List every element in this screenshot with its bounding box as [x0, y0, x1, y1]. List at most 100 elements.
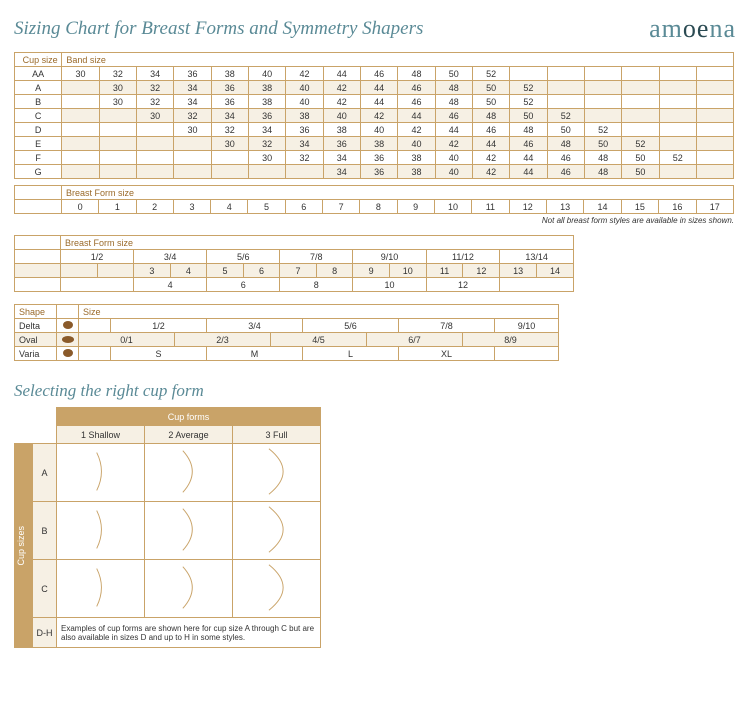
bf2-size: 5 — [207, 264, 244, 278]
band-cell: 50 — [472, 81, 509, 95]
band-cell — [696, 95, 733, 109]
breast-form-size-table-2: Breast Form size 1/23/45/67/89/1011/1213… — [14, 235, 574, 292]
bf2-range: 5/6 — [207, 250, 280, 264]
band-cell: 38 — [323, 123, 360, 137]
bf2-size: 7 — [280, 264, 317, 278]
band-cell — [584, 109, 621, 123]
band-cell: 46 — [435, 109, 472, 123]
band-cell: 34 — [174, 95, 211, 109]
bf2-size: 13 — [500, 264, 537, 278]
bf1-size: 6 — [285, 200, 322, 214]
band-cell: 48 — [584, 151, 621, 165]
bf2-size: 14 — [537, 264, 574, 278]
shape-size-table: Shape Size Delta1/23/45/67/89/10Oval0/12… — [14, 304, 559, 361]
band-cell — [174, 137, 211, 151]
blob-icon — [63, 321, 73, 329]
band-cell: 40 — [286, 95, 323, 109]
band-cell — [547, 67, 584, 81]
band-cell: 46 — [547, 151, 584, 165]
band-cell: 36 — [286, 123, 323, 137]
band-cell: 32 — [286, 151, 323, 165]
band-cell: 44 — [435, 123, 472, 137]
cup-label: A — [15, 81, 62, 95]
band-cell: 36 — [211, 95, 248, 109]
band-cell: 32 — [99, 67, 136, 81]
band-cell: 40 — [286, 81, 323, 95]
cup-form-cell — [233, 502, 321, 560]
band-cell: 44 — [398, 109, 435, 123]
shape-size: 3/4 — [207, 319, 303, 333]
band-cell: 30 — [248, 151, 285, 165]
cup-form-cell — [57, 560, 145, 618]
shape-size: M — [207, 347, 303, 361]
band-cell: 44 — [510, 165, 547, 179]
band-cell: 44 — [472, 137, 509, 151]
band-cell: 38 — [248, 81, 285, 95]
band-cell: 52 — [622, 137, 659, 151]
bf1-size: 14 — [584, 200, 621, 214]
band-cell: 30 — [62, 67, 99, 81]
band-cell: 38 — [398, 165, 435, 179]
shape-size: 1/2 — [111, 319, 207, 333]
cup-label: F — [15, 151, 62, 165]
bf1-size: 9 — [397, 200, 434, 214]
col-shallow: 1 Shallow — [57, 426, 145, 444]
cup-row-label: C — [33, 560, 57, 618]
blob-icon — [63, 349, 73, 357]
cup-row-dh: D-H — [33, 618, 57, 648]
bf2-header: Breast Form size — [60, 236, 573, 250]
band-cell: 36 — [174, 67, 211, 81]
band-cell — [99, 109, 136, 123]
shape-size: XL — [399, 347, 495, 361]
bf1-size: 5 — [248, 200, 285, 214]
band-cell: 50 — [435, 67, 472, 81]
band-cell — [136, 123, 173, 137]
band-cell — [99, 123, 136, 137]
bf1-size: 2 — [136, 200, 173, 214]
shape-size: L — [303, 347, 399, 361]
band-cell — [99, 165, 136, 179]
bf1-size: 0 — [61, 200, 98, 214]
band-cell — [99, 151, 136, 165]
bf2-size3: 8 — [280, 278, 353, 292]
band-cell: 40 — [360, 123, 397, 137]
band-cell: 30 — [136, 109, 173, 123]
col-average: 2 Average — [145, 426, 233, 444]
band-cell: 46 — [472, 123, 509, 137]
size-header: Size — [79, 305, 559, 319]
cup-sizes-side: Cup sizes — [16, 526, 26, 566]
band-cell: 52 — [472, 67, 509, 81]
bf1-size: 12 — [509, 200, 546, 214]
band-cell: 38 — [360, 137, 397, 151]
band-cell — [62, 95, 99, 109]
band-cell: 36 — [360, 151, 397, 165]
band-cell — [696, 67, 733, 81]
band-cell — [659, 109, 696, 123]
cup-label: C — [15, 109, 62, 123]
bf2-range: 9/10 — [353, 250, 426, 264]
band-cell — [696, 81, 733, 95]
band-cell — [659, 95, 696, 109]
shape-size: 8/9 — [463, 333, 559, 347]
band-cell: 42 — [323, 95, 360, 109]
cup-row-label: A — [33, 444, 57, 502]
shape-size: 9/10 — [495, 319, 559, 333]
band-cell — [547, 81, 584, 95]
bf1-size: 3 — [173, 200, 210, 214]
band-cell: 44 — [510, 151, 547, 165]
shape-size: 5/6 — [303, 319, 399, 333]
band-cell: 34 — [211, 109, 248, 123]
band-cell: 40 — [435, 151, 472, 165]
band-cell: 50 — [584, 137, 621, 151]
breast-form-size-table-1: Breast Form size 01234567891011121314151… — [14, 185, 734, 214]
band-cell — [62, 81, 99, 95]
bf1-size: 7 — [322, 200, 359, 214]
band-cell — [659, 67, 696, 81]
shape-size: S — [111, 347, 207, 361]
band-cell: 34 — [323, 165, 360, 179]
oval-icon — [62, 336, 74, 343]
band-cell — [136, 151, 173, 165]
band-cell: 50 — [622, 165, 659, 179]
shape-name: Oval — [15, 333, 57, 347]
band-cell — [659, 81, 696, 95]
